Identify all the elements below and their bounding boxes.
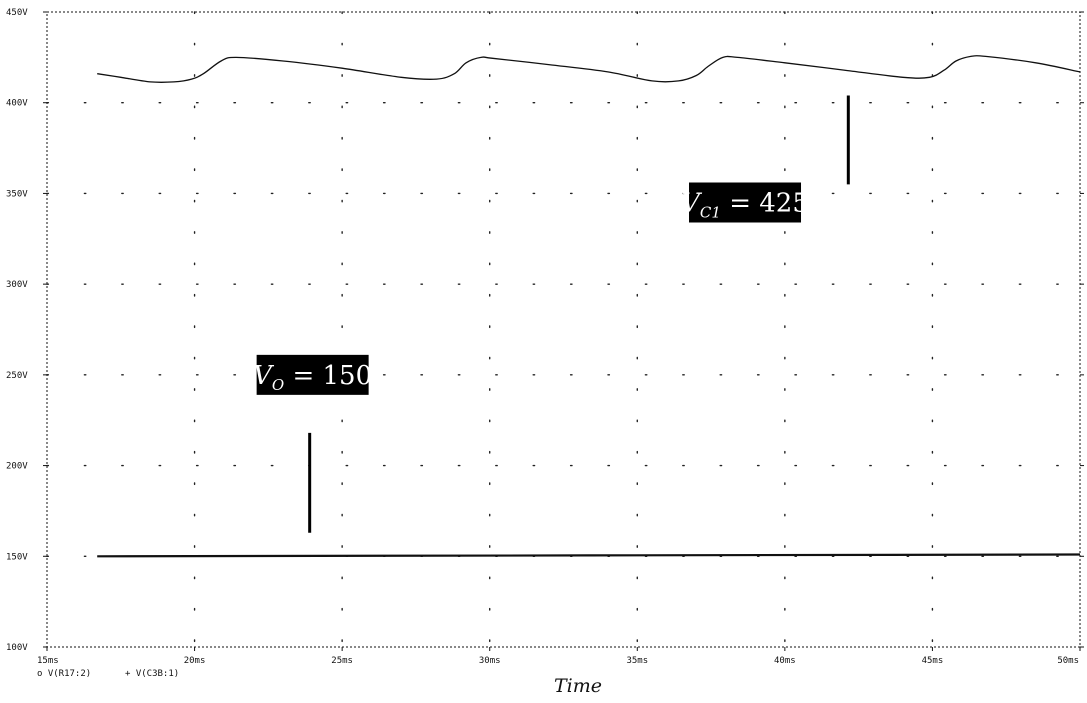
y-tick-label: 350V: [6, 189, 28, 199]
annotations: VC1 = 425 VO = 150: [253, 95, 850, 533]
x-tick-label: 50ms: [1057, 656, 1079, 666]
x-tick-label: 30ms: [479, 656, 501, 666]
x-tick-label: 15ms: [37, 656, 59, 666]
series-layer: [97, 55, 1081, 558]
x-axis-label: Time: [554, 675, 602, 697]
annotation-box: [689, 182, 802, 223]
x-tick-label: 40ms: [774, 656, 796, 666]
annotation-text: VC1 = 425: [681, 189, 809, 222]
x-tick-label: 35ms: [626, 656, 648, 666]
annotation-label-1: VO = 150: [253, 354, 372, 395]
plot-frame: [46, 11, 1081, 648]
x-tick-label: 45ms: [922, 656, 944, 666]
series-line-v-r17-2-: [97, 553, 1081, 558]
y-tick-label: 450V: [6, 8, 28, 18]
y-axis: 100V 150V 200V 250V 300V 350V 400V 450V: [6, 8, 1084, 653]
legend: o V(R17:2) + V(C3B:1): [37, 669, 179, 679]
y-tick-label: 150V: [6, 552, 28, 562]
y-tick-label: 300V: [6, 280, 28, 290]
x-tick-label: 25ms: [331, 656, 353, 666]
grid: [46, 11, 1081, 648]
legend-entry-1: + V(C3B:1): [125, 669, 179, 679]
annotation-box: [256, 354, 369, 395]
y-tick-label: 100V: [6, 643, 28, 653]
annotation-label-0: VC1 = 425: [681, 182, 809, 223]
y-tick-label: 400V: [6, 99, 28, 109]
y-tick-label: 200V: [6, 462, 28, 472]
series-line-v-c3b-1-: [97, 55, 1081, 83]
x-tick-label: 20ms: [184, 656, 206, 666]
y-tick-label: 250V: [6, 371, 28, 381]
annotation-text: VO = 150: [253, 361, 372, 394]
legend-entry-0: o V(R17:2): [37, 669, 91, 679]
x-axis: 15ms 20ms 25ms 30ms 35ms 40ms 45ms 50ms: [37, 647, 1081, 666]
